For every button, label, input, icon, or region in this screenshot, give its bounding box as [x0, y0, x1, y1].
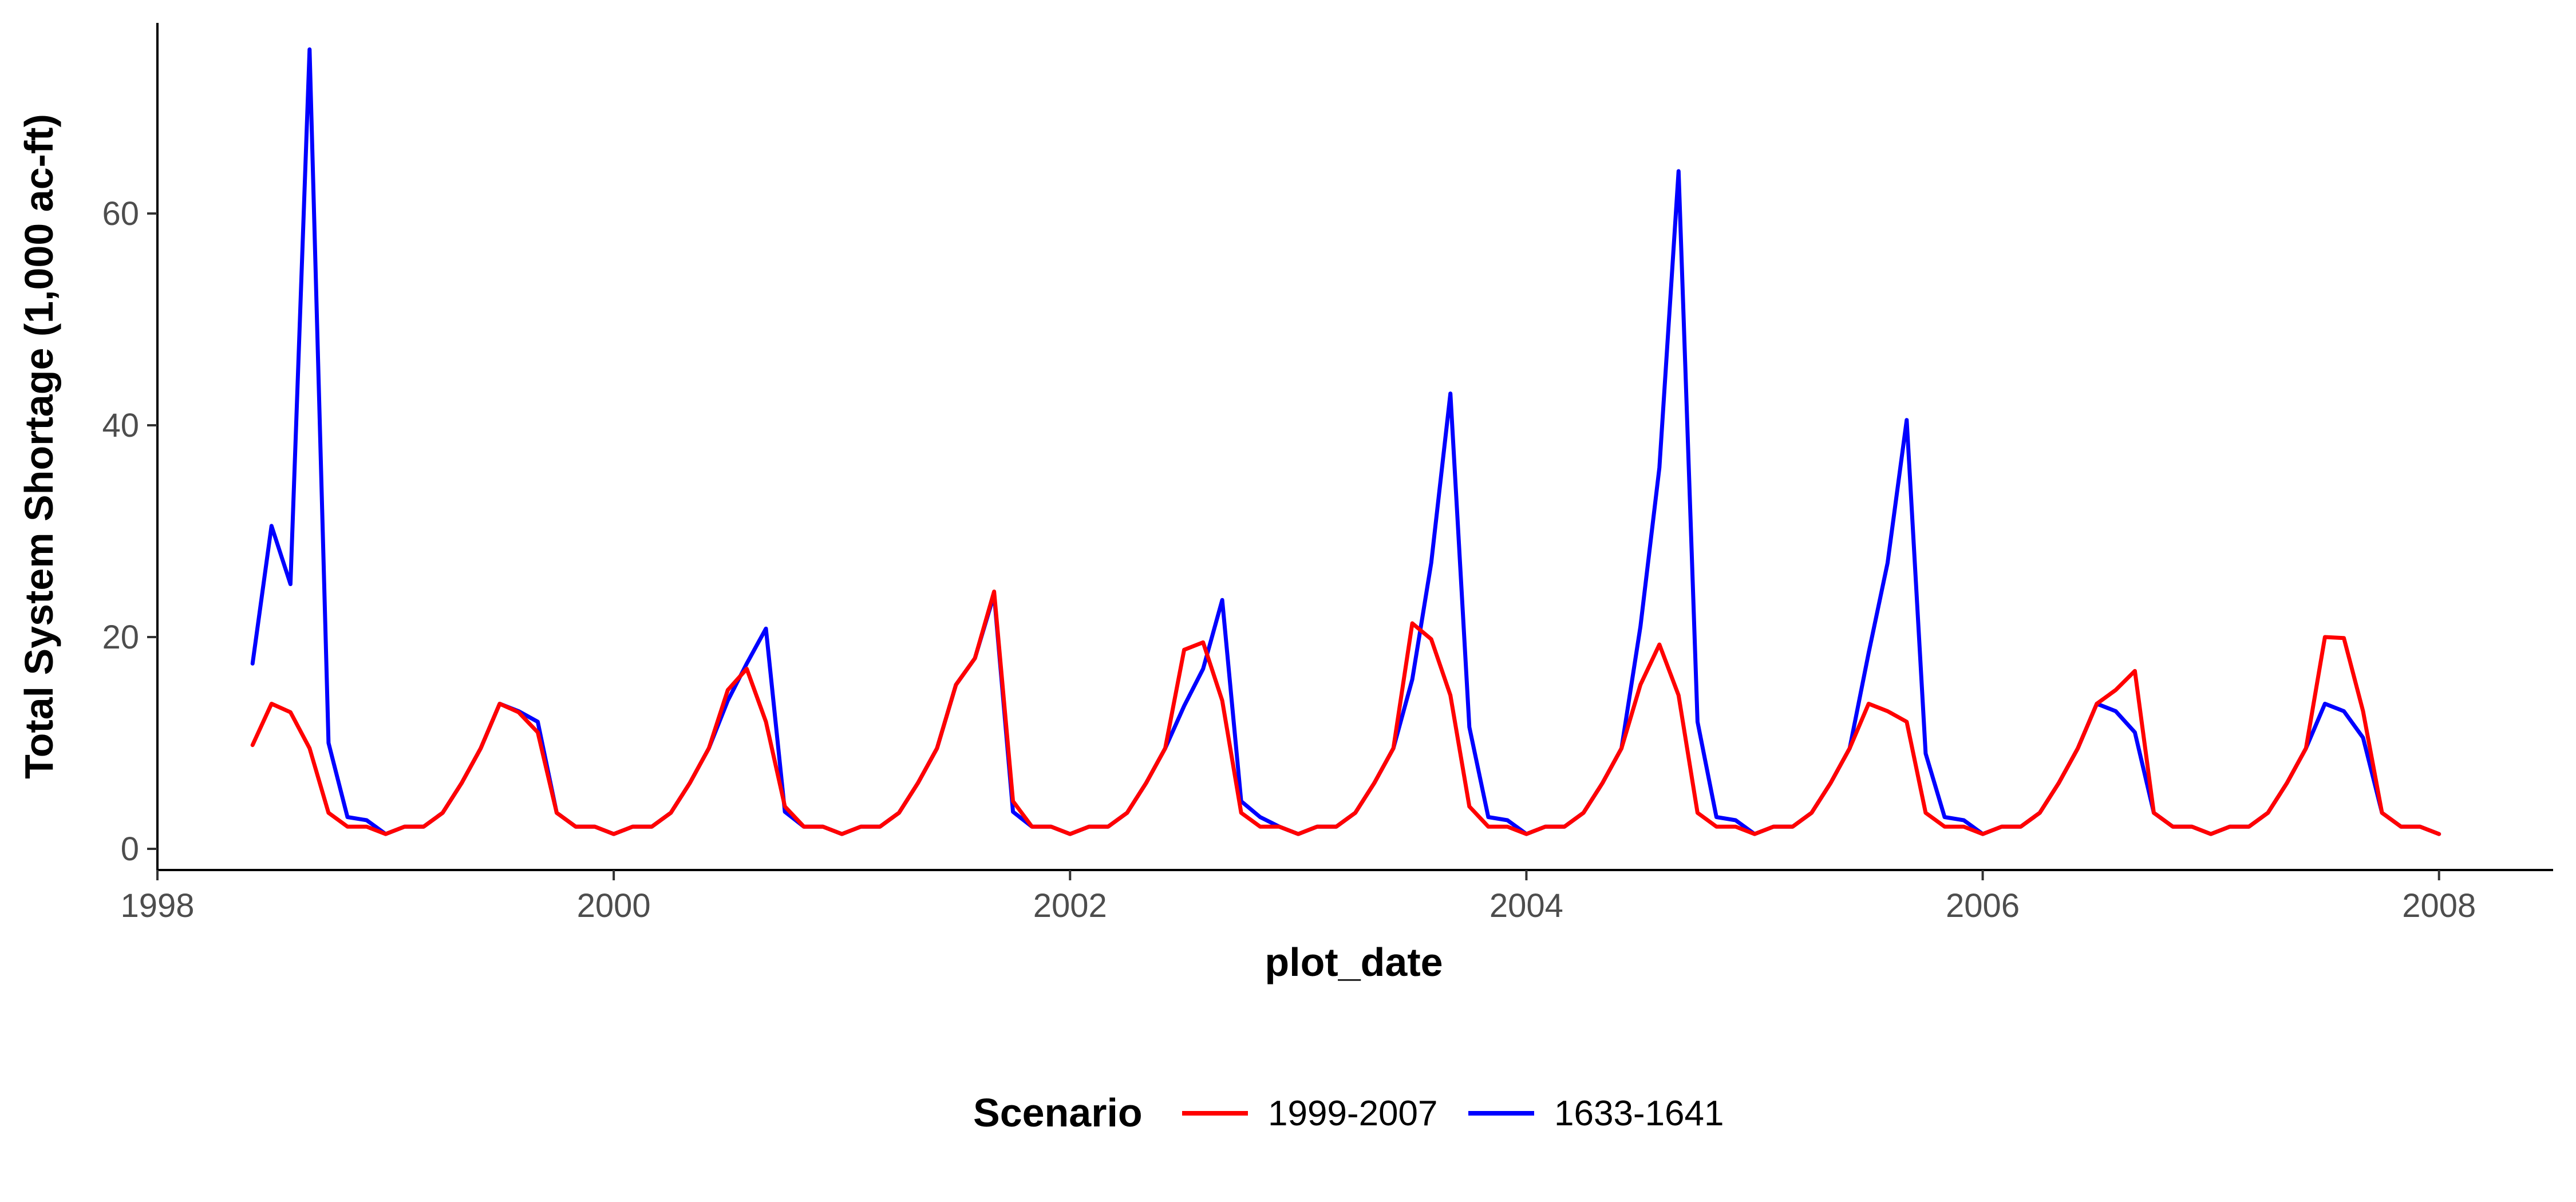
x-axis-ticks: 1998 2000 2002 2004 2006 2008 [120, 870, 2476, 924]
legend-label-1999-2007: 1999-2007 [1268, 1094, 1438, 1133]
legend-title: Scenario [973, 1090, 1143, 1135]
x-tick-label: 2006 [1946, 887, 2020, 924]
x-tick-label: 2004 [1490, 887, 1563, 924]
series-line-1633-1641 [250, 47, 2441, 836]
y-tick-label: 60 [102, 195, 139, 232]
y-axis-title: Total System Shortage (1,000 ac-ft) [17, 114, 61, 779]
legend-label-1633-1641: 1633-1641 [1554, 1094, 1724, 1133]
y-tick-label: 20 [102, 619, 139, 656]
y-tick-label: 0 [121, 831, 139, 868]
x-tick-label: 1998 [120, 887, 194, 924]
legend: Scenario 1999-2007 1633-1641 [973, 1090, 1724, 1135]
x-tick-label: 2008 [2402, 887, 2476, 924]
y-axis-ticks: 0 20 40 60 [102, 195, 157, 868]
series-layer [250, 47, 2441, 836]
y-tick-label: 40 [102, 407, 139, 444]
x-tick-label: 2000 [577, 887, 651, 924]
series-line-1999-2007 [250, 590, 2441, 836]
x-tick-label: 2002 [1033, 887, 1107, 924]
x-axis-title: plot_date [1265, 940, 1443, 984]
plot-area: 0 20 40 60 1998 2000 2002 2004 2006 2008 [102, 23, 2553, 924]
